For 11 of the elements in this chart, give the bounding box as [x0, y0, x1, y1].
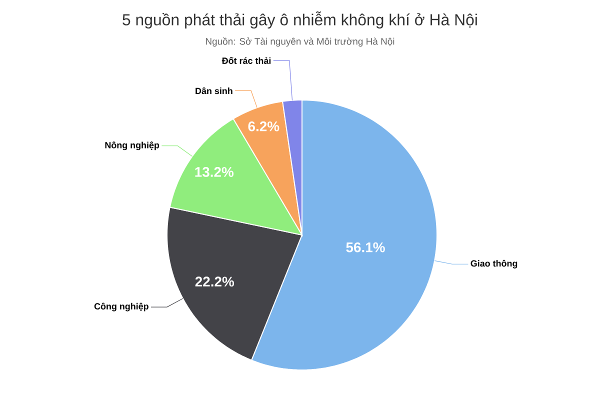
chart-title: 5 nguồn phát thải gây ô nhiễm không khí ở Hà Nội [122, 11, 477, 29]
chart-subtitle: Nguồn: Sở Tài nguyên và Môi trường Hà Nội [206, 37, 394, 47]
slice-label: Công nghiệp [94, 302, 148, 312]
slice-label: Đốt rác thải [222, 56, 271, 64]
data-label: 56.1% [346, 242, 385, 252]
data-label: 22.2% [195, 276, 234, 287]
data-label: 6.2% [248, 121, 280, 132]
slice-label: Giao thông [470, 260, 518, 268]
data-label: 13.2% [195, 167, 234, 177]
slice-label: Nông nghiệp [105, 142, 160, 150]
slice-label: Dân sinh [196, 87, 232, 94]
